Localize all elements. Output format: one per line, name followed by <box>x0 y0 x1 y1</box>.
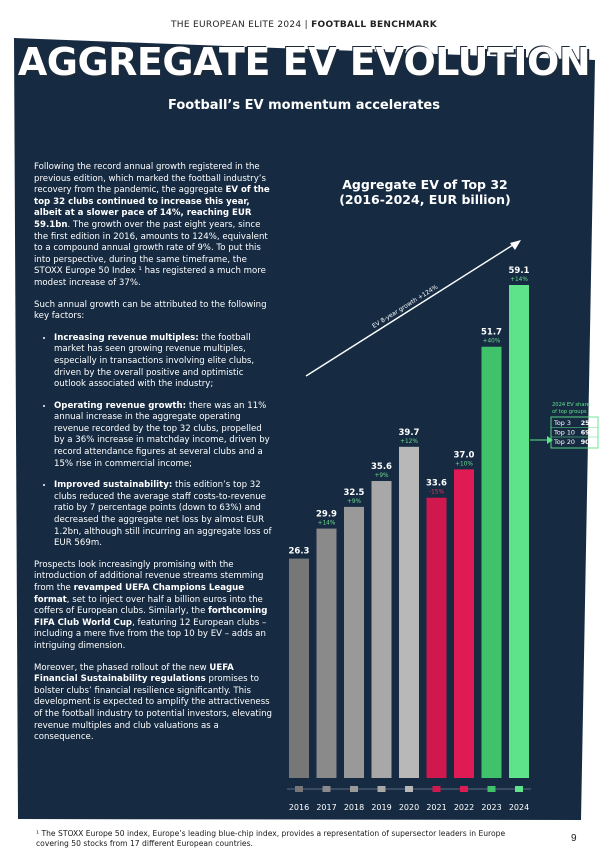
page-subtitle: Football’s EV momentum accelerates <box>168 98 440 113</box>
page-number: 9 <box>571 833 577 844</box>
chart-title: Aggregate EV of Top 32 (2016-2024, EUR b… <box>300 177 550 207</box>
paragraph-1: Following the record annual growth regis… <box>34 162 270 288</box>
bar-2023 <box>481 346 502 778</box>
report-header: THE EUROPEAN ELITE 2024 | FOOTBALL BENCH… <box>0 20 608 30</box>
growth-label-2024: +14% <box>510 277 528 283</box>
bar-2024 <box>509 285 529 778</box>
factor-list: Increasing revenue multiples: the footba… <box>34 333 274 550</box>
growth-label-2019: +9% <box>374 473 389 479</box>
category-marker-2018 <box>350 786 358 792</box>
bar-2019 <box>371 481 392 778</box>
growth-label-2017: +14% <box>318 521 336 527</box>
growth-label-2020: +12% <box>400 439 418 445</box>
growth-label-2023: +40% <box>483 339 501 345</box>
factor-item: Increasing revenue multiples: the footba… <box>54 333 274 391</box>
footnote: ¹ The STOXX Europe 50 index, Europe’s le… <box>36 829 506 848</box>
bar-2020 <box>399 446 419 778</box>
paragraph-4: Moreover, the phased rollout of the new … <box>34 662 272 743</box>
trend-annotation: EV 8-year growth +124% <box>371 283 439 329</box>
category-label-2018: 2018 <box>344 803 364 812</box>
category-marker-2023 <box>487 786 496 792</box>
paragraph-2: Such annual growth can be attributed to … <box>34 299 267 322</box>
value-label-2017: 29.9 <box>316 510 337 520</box>
value-label-2024: 59.1 <box>509 266 530 276</box>
category-label-2020: 2020 <box>399 803 419 812</box>
share-row-label: Top 20 <box>553 438 575 446</box>
category-label-2017: 2017 <box>316 803 336 812</box>
bar-2017 <box>316 528 337 778</box>
category-marker-2017 <box>322 786 331 792</box>
value-label-2018: 32.5 <box>344 488 365 498</box>
bar-2021 <box>426 497 447 778</box>
share-row-value: 69% <box>581 429 597 437</box>
share-row-label: Top 10 <box>553 429 575 437</box>
growth-label-2021: -15% <box>429 490 444 496</box>
category-label-2023: 2023 <box>481 803 501 812</box>
category-marker-2020 <box>405 786 413 792</box>
category-label-2016: 2016 <box>289 803 309 812</box>
body-text: Following the record annual growth regis… <box>34 162 274 754</box>
header-right: FOOTBALL BENCHMARK <box>311 20 438 30</box>
category-marker-2022 <box>460 786 468 792</box>
growth-label-2018: +9% <box>347 499 362 505</box>
growth-label-2022: +10% <box>455 461 473 467</box>
ev-share-box: 2024 EV share of top groups Top 3 25% Top … <box>530 402 599 449</box>
page-title: AGGREGATE EV EVOLUTION <box>17 40 591 84</box>
bar-2018 <box>344 506 364 778</box>
category-label-2022: 2022 <box>454 803 474 812</box>
value-label-2019: 35.6 <box>371 462 392 472</box>
chart-title-line-1: Aggregate EV of Top 32 <box>342 177 508 192</box>
bar-2022 <box>454 469 474 778</box>
share-box-title: of top groups <box>552 409 587 415</box>
category-label-2021: 2021 <box>426 803 446 812</box>
chart-title-line-2: (2016-2024, EUR billion) <box>339 192 511 207</box>
factor-item: Improved sustainability: this edition’s … <box>54 480 274 550</box>
category-label-2019: 2019 <box>371 803 391 812</box>
share-row-value: 25% <box>581 419 597 427</box>
bar-2016 <box>289 558 309 778</box>
category-marker-2016 <box>295 786 303 792</box>
category-marker-2019 <box>377 786 386 792</box>
category-marker-2024 <box>515 786 523 792</box>
factor-item: Operating revenue growth: there was an 1… <box>54 401 274 471</box>
paragraph-3: Prospects look increasingly promising wi… <box>34 559 268 651</box>
value-label-2022: 37.0 <box>454 450 475 460</box>
value-label-2023: 51.7 <box>481 328 502 338</box>
value-label-2020: 39.7 <box>399 428 420 438</box>
share-row-label: Top 3 <box>553 419 571 427</box>
category-marker-2021 <box>432 786 441 792</box>
category-label-2024: 2024 <box>509 803 529 812</box>
share-box-title: 2024 EV share <box>552 402 590 408</box>
header-left: THE EUROPEAN ELITE 2024 | <box>170 20 312 30</box>
value-label-2016: 26.3 <box>289 547 310 557</box>
share-row-value: 90% <box>581 438 597 446</box>
value-label-2021: 33.6 <box>426 479 447 489</box>
